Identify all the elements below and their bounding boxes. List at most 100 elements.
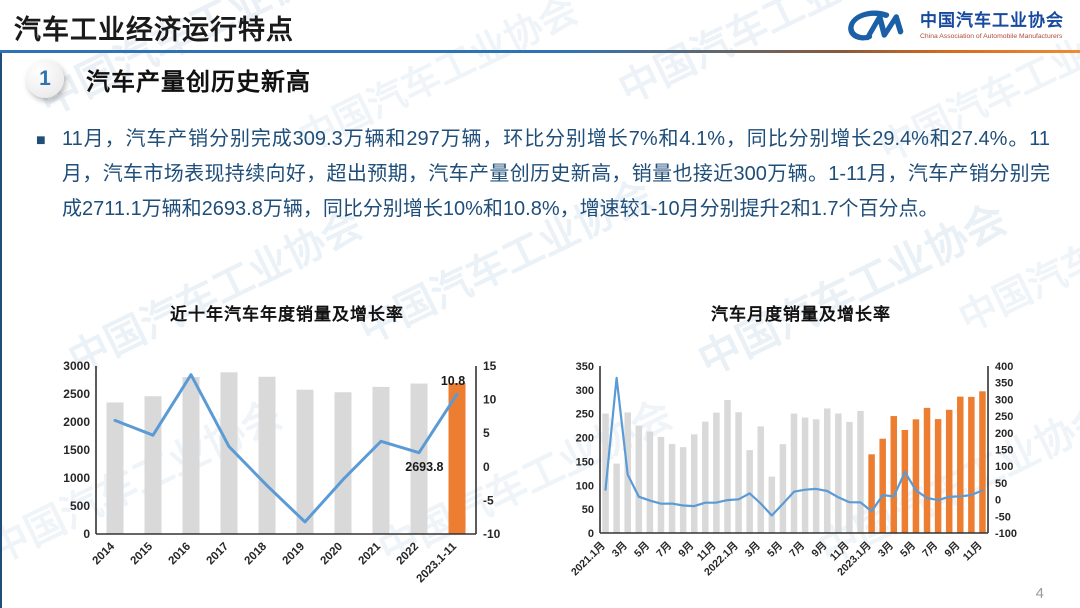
left-axis-tick: 50 (582, 504, 594, 516)
bar (448, 383, 466, 534)
bar (646, 431, 654, 533)
bar (812, 419, 820, 533)
growth-line (604, 376, 984, 517)
bar (768, 476, 776, 533)
x-axis-tick: 2021 (357, 540, 384, 567)
growth-data-label: 10.8 (441, 374, 465, 388)
right-axis-tick: 100 (995, 461, 1013, 473)
bar (835, 413, 842, 533)
bar (410, 383, 428, 534)
right-axis-tick: 350 (995, 378, 1013, 390)
x-axis-tick: 2019 (281, 541, 308, 568)
left-axis-tick: 1500 (63, 443, 90, 457)
bar (790, 413, 798, 533)
left-axis-tick: 150 (576, 456, 594, 468)
bar (258, 376, 276, 534)
x-axis-tick: 7月 (787, 540, 807, 560)
left-axis-tick: 100 (576, 480, 594, 492)
bar (801, 417, 809, 533)
bar (757, 426, 764, 533)
logo-name-en: China Association of Automobile Manufact… (920, 32, 1063, 40)
bar (879, 438, 886, 533)
x-axis-tick: 3月 (743, 540, 763, 560)
bar (746, 450, 753, 533)
right-axis-tick: 400 (995, 361, 1013, 373)
caam-logo-text: 中国汽车工业协会 China Association of Automobile… (920, 10, 1064, 40)
bar (824, 408, 831, 533)
bullet-icon: ■ (36, 132, 46, 149)
x-axis-tick: 2020 (319, 541, 346, 568)
bar (613, 463, 620, 533)
right-axis-tick: 10 (483, 393, 497, 407)
x-axis-tick: 7月 (920, 540, 940, 560)
bar (901, 429, 909, 533)
annual-sales-chart: 0 500 1000 1500 2000 2500 3000 -10 -5 0 5 10 15 2014 2… (63, 359, 501, 585)
x-axis-tick: 3月 (610, 540, 630, 560)
x-axis-tick: 2023.1-11 (414, 540, 459, 585)
body-text: 11月，汽车产销分别完成309.3万辆和297万辆，环比分别增长7%和4.1%，… (62, 128, 1050, 220)
right-axis-tick: -50 (995, 511, 1011, 523)
left-axis-tick: 0 (83, 527, 90, 541)
right-axis-tick: 200 (995, 428, 1013, 440)
right-axis-tick: -5 (483, 493, 494, 507)
x-axis-tick: 9月 (942, 540, 962, 560)
left-axis-tick: 500 (70, 499, 90, 513)
bar (779, 444, 787, 533)
right-axis-tick: 0 (483, 460, 490, 474)
x-axis-tick: 2017 (205, 541, 232, 568)
annual-chart-title: 近十年汽车年度销量及增长率 (170, 305, 404, 324)
x-axis-tick: 2014 (91, 540, 118, 567)
right-axis-tick: -10 (483, 527, 501, 541)
body-paragraph: ■ 11月，汽车产销分别完成309.3万辆和297万辆，环比分别增长7%和4.1… (36, 122, 1050, 227)
x-axis-tick: 7月 (654, 540, 674, 560)
bar (968, 396, 975, 533)
bar (846, 421, 853, 533)
left-axis-tick: 250 (576, 409, 594, 421)
left-axis-tick: 2000 (63, 415, 90, 429)
bar (334, 392, 352, 534)
left-axis-tick: 0 (588, 528, 594, 540)
bar (868, 454, 875, 533)
left-edge-rule (0, 53, 2, 608)
x-axis-tick: 2016 (167, 541, 194, 568)
x-axis-tick: 2018 (243, 540, 270, 567)
x-axis-tick: 5月 (765, 540, 785, 560)
bar (979, 391, 986, 533)
x-axis-tick: 2022 (395, 541, 422, 568)
right-axis-tick: 50 (995, 478, 1007, 490)
page-title: 汽车工业经济运行特点 (14, 15, 294, 45)
header-divider (0, 50, 1080, 53)
left-axis-tick: 2500 (63, 387, 90, 401)
bar (635, 425, 643, 533)
bar (702, 421, 709, 533)
section-number-badge: 1 (26, 60, 64, 98)
growth-line (113, 373, 459, 524)
bar (690, 434, 698, 533)
caam-logo: 中国汽车工业协会 China Association of Automobile… (846, 6, 1064, 46)
bar (182, 377, 200, 534)
right-axis-tick: 5 (483, 426, 490, 440)
left-axis-tick: 300 (576, 385, 594, 397)
page-number: 4 (1035, 585, 1044, 602)
x-axis-tick: 9月 (676, 540, 696, 560)
bar (220, 372, 238, 534)
bar (713, 412, 720, 533)
x-axis-tick: 11月 (961, 540, 985, 564)
logo-name-cn: 中国汽车工业协会 (920, 10, 1064, 30)
bar (724, 400, 731, 533)
annual-chart-panel: 近十年汽车年度销量及增长率 0 500 1000 1500 2000 2500 3000 -1… (56, 300, 518, 603)
bar (106, 402, 124, 534)
bar (602, 413, 609, 533)
caam-logo-icon (848, 10, 904, 41)
bar (912, 419, 920, 533)
section-heading: 汽车产量创历史新高 (86, 68, 311, 96)
bar (144, 396, 162, 534)
monthly-chart-panel: 汽车月度销量及增长率 0 50 100 150 200 250 300 350 -100 -50 0… (560, 300, 1042, 603)
bar (923, 407, 931, 533)
right-axis-tick: -100 (995, 528, 1017, 540)
bar (934, 419, 942, 533)
bar (735, 412, 742, 533)
x-axis-tick: 9月 (809, 540, 829, 560)
x-axis-tick: 5月 (632, 540, 652, 560)
right-axis-tick: 150 (995, 445, 1013, 457)
